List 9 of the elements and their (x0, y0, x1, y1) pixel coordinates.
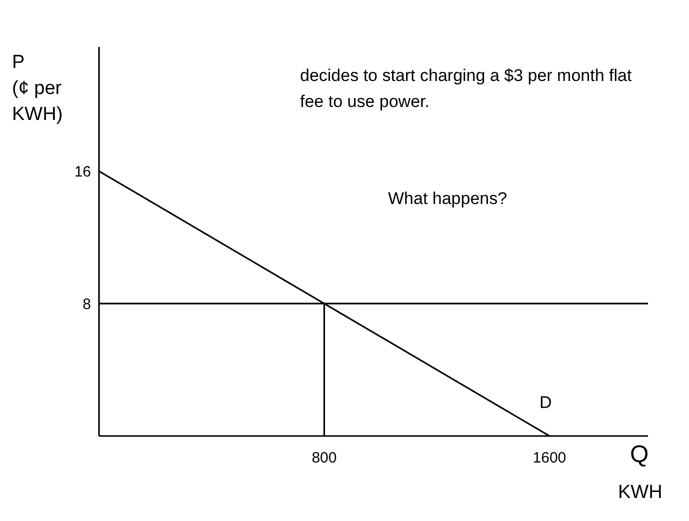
x-tick-label: 800 (312, 450, 337, 467)
annotation: What happens? (388, 188, 508, 210)
x-tick-label: 1600 (532, 450, 566, 467)
series-label: D (539, 393, 552, 412)
y-tick-label: 16 (74, 163, 91, 180)
y-axis-title: P (¢ per KWH) (12, 51, 63, 127)
x-axis-title: Q KWH (618, 441, 662, 504)
y-tick-label: 8 (82, 296, 91, 313)
annotation: decides to start charging a $3 per month flat fee to use power. (300, 65, 633, 113)
